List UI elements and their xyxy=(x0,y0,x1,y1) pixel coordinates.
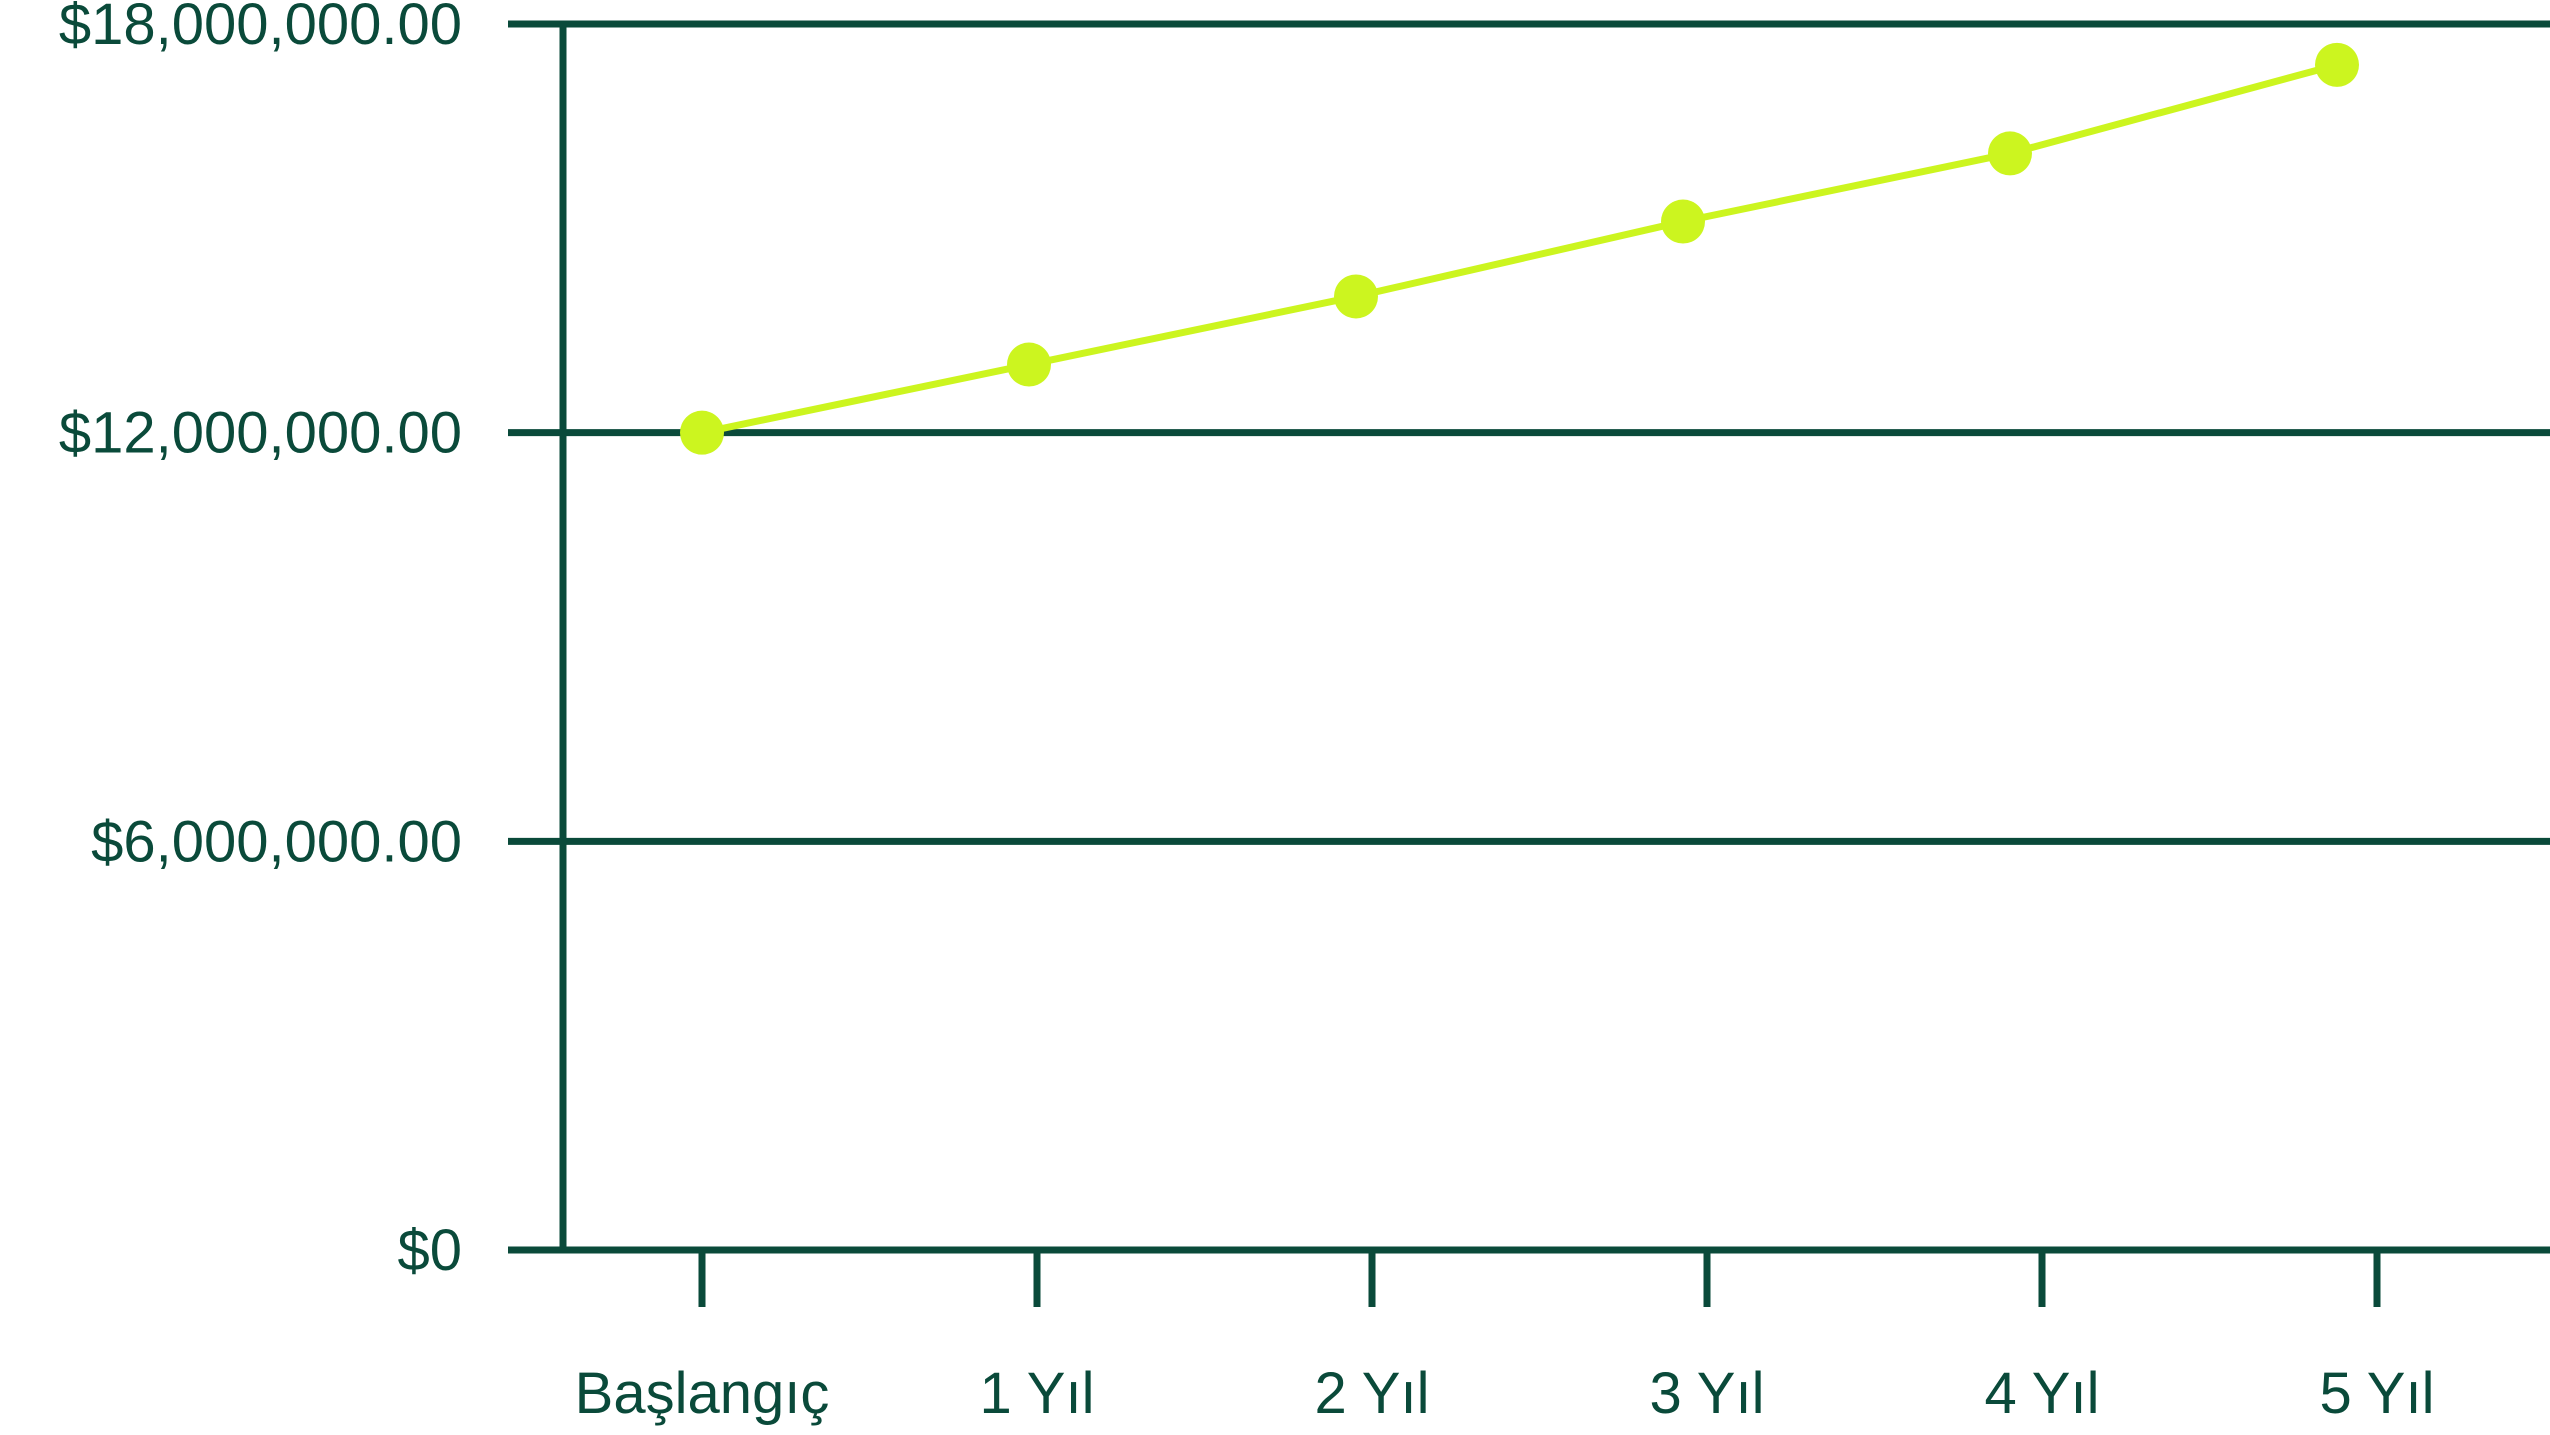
data-point xyxy=(1334,274,1378,319)
x-tick-label: 2 Yıl xyxy=(1314,1361,1429,1426)
y-tick-labels: $0 $6,000,000.00 $12,000,000.00 $18,000,000… xyxy=(59,0,462,1283)
x-tick-labels: Başlangıç 1 Yıl 2 Yıl 3 Yıl 4 Yıl 5 Yıl xyxy=(575,1361,2435,1426)
data-point xyxy=(1007,342,1051,387)
data-point xyxy=(1988,131,2032,176)
x-tick-label: Başlangıç xyxy=(575,1361,830,1426)
series-layer xyxy=(680,42,2359,455)
x-tick-label: 4 Yıl xyxy=(1984,1361,2099,1426)
data-point xyxy=(2315,42,2359,87)
x-tick-label: 5 Yıl xyxy=(2319,1361,2434,1426)
y-tick-label: $0 xyxy=(397,1218,462,1283)
series-line xyxy=(701,61,2338,437)
x-tick-label: 1 Yıl xyxy=(979,1361,1094,1426)
x-tick-label: 3 Yıl xyxy=(1649,1361,1764,1426)
grid-layer xyxy=(508,20,2550,1254)
y-tick-label: $18,000,000.00 xyxy=(59,0,462,57)
data-point xyxy=(680,410,724,455)
data-point xyxy=(1661,199,1705,244)
axis-layer xyxy=(559,24,2381,1307)
y-tick-label: $6,000,000.00 xyxy=(91,809,462,874)
y-tick-label: $12,000,000.00 xyxy=(59,401,462,466)
